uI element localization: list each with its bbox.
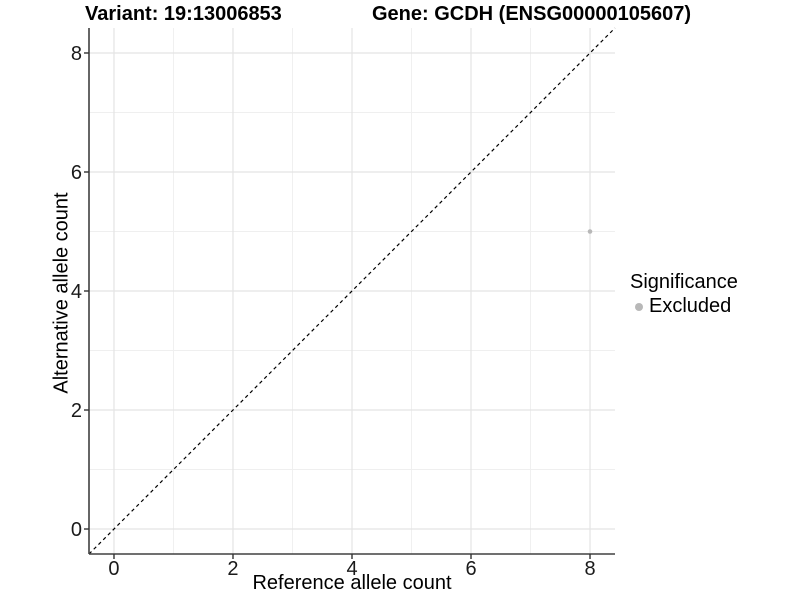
legend-entry: Excluded: [630, 295, 738, 318]
x-tick-label: 8: [584, 558, 595, 580]
y-tick-label: 0: [71, 519, 82, 541]
y-tick-label: 4: [71, 281, 82, 303]
plot-title-gene: Gene: GCDH (ENSG00000105607): [372, 3, 692, 25]
x-tick-label: 6: [465, 558, 476, 580]
x-tick-label: 2: [227, 558, 238, 580]
y-tick-label: 8: [71, 43, 82, 65]
legend-point-icon: [635, 302, 643, 311]
identity-line: [88, 27, 616, 555]
y-axis-title: Alternative allele count: [50, 192, 73, 394]
data-point: [587, 229, 593, 234]
x-axis-title: Reference allele count: [252, 572, 452, 594]
plot-title-variant: Variant: 19:13006853: [85, 3, 282, 25]
legend-title: Significance: [630, 271, 738, 293]
y-tick-label: 6: [71, 162, 82, 184]
legend: Significance Excluded: [630, 271, 738, 318]
y-tick-label: 2: [71, 400, 82, 422]
x-tick-label: 4: [346, 558, 357, 580]
x-tick-label: 0: [108, 558, 119, 580]
legend-entry-label: Excluded: [649, 295, 732, 317]
